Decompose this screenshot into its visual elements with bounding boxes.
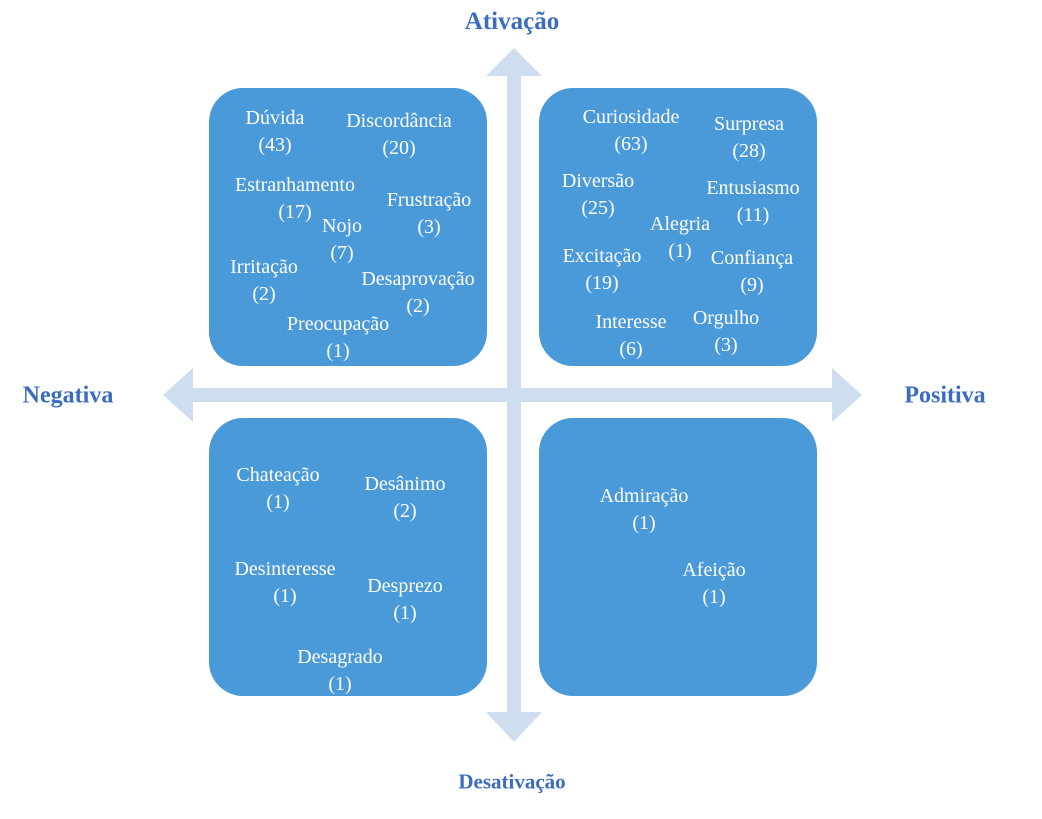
emotion-count: (19): [585, 272, 619, 294]
emotion-item: Confiança (9): [711, 245, 793, 299]
emotion-count: (1): [266, 491, 290, 513]
emotion-count: (20): [382, 137, 416, 159]
emotion-item: Excitação (19): [563, 243, 642, 297]
emotion-name: Surpresa: [714, 113, 784, 135]
emotion-item: Desinteresse (1): [234, 556, 335, 610]
emotion-name: Desagrado: [297, 646, 383, 668]
emotion-count: (1): [326, 340, 350, 362]
emotion-count: (1): [632, 512, 656, 534]
emotion-item: Interesse (6): [595, 309, 666, 363]
emotion-item: Entusiasmo (11): [706, 175, 799, 229]
emotion-name: Frustração: [386, 189, 472, 211]
emotion-item: Frustração (3): [387, 187, 471, 241]
emotion-count: (3): [417, 216, 441, 238]
emotion-name: Orgulho: [692, 307, 760, 329]
emotion-name: Entusiasmo: [706, 177, 800, 199]
emotion-count: (2): [406, 295, 430, 317]
emotion-item: Desagrado (1): [297, 644, 383, 698]
emotion-count: (3): [714, 334, 738, 356]
quadrant-negative-activation: [209, 88, 487, 366]
emotion-name: Desprezo: [367, 575, 443, 597]
emotion-item: Diversão (25): [562, 168, 634, 222]
emotion-item: Orgulho (3): [693, 305, 759, 359]
emotion-count: (1): [328, 673, 352, 695]
axis-label-bottom: Desativação: [458, 769, 566, 794]
emotion-count: (2): [252, 283, 276, 305]
emotion-item: Discordância (20): [346, 108, 452, 162]
axis-label-top: Ativação: [464, 8, 560, 35]
emotion-count: (63): [614, 133, 648, 155]
emotion-item: Irritação (2): [230, 254, 298, 308]
emotion-name: Chateação: [236, 464, 320, 486]
emotion-name: Estranhamento: [235, 174, 355, 196]
emotion-name: Alegria: [650, 213, 710, 235]
emotion-item: Desaprovação (2): [361, 266, 474, 320]
axis-label-left: Negativa: [22, 382, 114, 409]
arrow-up-icon: [486, 48, 542, 76]
emotion-count: (43): [258, 134, 292, 156]
emotion-item: Afeição (1): [682, 557, 745, 611]
emotion-count: (17): [278, 201, 312, 223]
emotion-item: Surpresa (28): [714, 111, 784, 165]
emotion-item: Estranhamento (17): [235, 172, 355, 226]
emotion-name: Discordância: [346, 110, 452, 132]
emotion-name: Desinteresse: [234, 558, 336, 580]
emotion-count: (11): [736, 204, 770, 226]
emotion-item: Alegria (1): [650, 211, 710, 265]
emotion-name: Excitação: [562, 245, 642, 267]
emotion-name: Irritação: [230, 256, 298, 278]
emotion-item: Curiosidade (63): [583, 104, 680, 158]
emotion-item: Dúvida (43): [246, 105, 305, 159]
quadrant-positive-deactivation: [539, 418, 817, 696]
quadrant-negative-deactivation: [209, 418, 487, 696]
emotion-count: (1): [273, 585, 297, 607]
emotion-name: Afeição: [682, 559, 746, 581]
emotion-name: Nojo: [322, 215, 362, 237]
emotion-count: (2): [393, 500, 417, 522]
emotion-name: Diversão: [561, 170, 635, 192]
emotion-count: (7): [330, 242, 354, 264]
emotion-count: (28): [732, 140, 766, 162]
axis-label-right: Positiva: [904, 382, 986, 409]
emotion-count: (25): [581, 197, 615, 219]
emotion-item: Nojo (7): [322, 213, 362, 267]
emotion-count: (1): [668, 240, 692, 262]
emotion-name: Dúvida: [245, 107, 305, 129]
emotion-item: Preocupação (1): [287, 311, 389, 365]
emotion-name: Admiração: [599, 485, 689, 507]
emotion-count: (9): [740, 274, 764, 296]
quadrant-positive-activation: [539, 88, 817, 366]
emotion-count: (6): [619, 338, 643, 360]
emotion-name: Desaprovação: [361, 268, 475, 290]
arrow-down-icon: [486, 712, 542, 742]
emotion-item: Admiração (1): [600, 483, 689, 537]
arrow-left-icon: [163, 368, 193, 422]
emotion-name: Confiança: [710, 247, 794, 269]
emotion-name: Curiosidade: [582, 106, 680, 128]
emotion-count: (1): [393, 602, 417, 624]
emotion-name: Interesse: [595, 311, 667, 333]
emotion-item: Desânimo (2): [364, 471, 445, 525]
arrow-right-icon: [832, 368, 862, 422]
emotion-item: Chateação (1): [236, 462, 319, 516]
emotion-name: Desânimo: [364, 473, 446, 495]
emotion-item: Desprezo (1): [367, 573, 443, 627]
horizontal-axis-shaft: [185, 388, 840, 402]
emotion-name: Preocupação: [286, 313, 390, 335]
emotion-count: (1): [702, 586, 726, 608]
